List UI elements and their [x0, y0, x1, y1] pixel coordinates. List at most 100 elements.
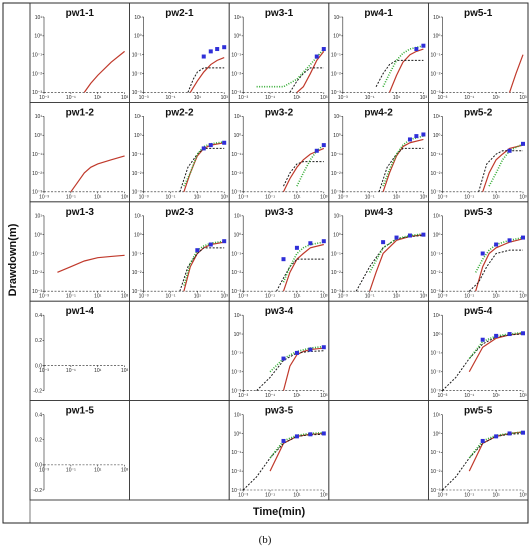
y-tick-label: 10⁻¹ — [32, 53, 42, 59]
y-tick-label: 10¹ — [35, 214, 43, 220]
x-tick-label: 10¹ — [293, 95, 301, 101]
y-tick-label: 0.2 — [35, 438, 42, 444]
y-tick-label: 10⁰ — [333, 133, 341, 139]
measured-point — [494, 434, 499, 439]
x-tick-label: 10³ — [420, 95, 428, 101]
panel-title: pw3-1 — [265, 8, 294, 19]
x-tick-label: 10¹ — [393, 194, 401, 200]
panel-title: pw1-4 — [66, 306, 95, 317]
y-tick-label: 10⁻² — [32, 270, 42, 276]
y-tick-label: 10⁻¹ — [231, 351, 241, 357]
panel-title: pw1-3 — [66, 207, 95, 218]
series-line-line — [509, 54, 524, 93]
panel-title: pw2-2 — [165, 107, 194, 118]
x-tick-label: 10¹ — [94, 467, 102, 473]
series-dashed-line — [179, 247, 225, 292]
y-tick-label: 10⁰ — [234, 232, 242, 238]
y-tick-label: 10⁻¹ — [331, 152, 341, 158]
measured-point — [421, 43, 426, 48]
y-tick-label: 0.0 — [35, 463, 42, 469]
y-tick-label: 10⁻³ — [231, 388, 241, 394]
measured-point — [222, 140, 227, 145]
x-tick-label: 10¹ — [493, 393, 501, 399]
series-line-line — [369, 234, 424, 292]
x-tick-label: 10⁻³ — [437, 194, 447, 200]
measured-point — [321, 345, 326, 350]
x-tick-label: 10⁻¹ — [265, 194, 275, 200]
y-tick-label: 10⁻³ — [32, 190, 42, 196]
series-dotted-line — [382, 44, 424, 88]
panel-cell-border — [328, 400, 429, 501]
y-tick-label: 10⁻² — [231, 370, 241, 376]
x-tick-label: 10⁻¹ — [464, 194, 474, 200]
measured-point — [281, 356, 286, 361]
x-tick-label: 10⁻¹ — [66, 95, 76, 101]
panel-pw5-2: 10¹ 10⁰ 10⁻¹ 10⁻² 10⁻³10⁻³ 10⁻¹ 10¹ 10³ pw5-2 — [431, 107, 527, 200]
x-tick-label: 10¹ — [293, 393, 301, 399]
panel-pw5-5: 10¹ 10⁰ 10⁻¹ 10⁻² 10⁻³10⁻³ 10⁻¹ 10¹ 10³ pw5-5 — [431, 406, 527, 499]
x-tick-label: 10¹ — [393, 294, 401, 300]
measured-point — [494, 242, 499, 247]
y-tick-label: 10⁻² — [32, 71, 42, 77]
y-tick-label: 10⁰ — [134, 232, 142, 238]
series-line-line — [183, 142, 225, 192]
figure-caption: (b) — [259, 534, 272, 546]
measured-point — [222, 239, 227, 244]
panel-cell-border — [129, 400, 230, 501]
measured-point — [421, 232, 426, 237]
series-line-line — [388, 48, 424, 93]
y-tick-label: 10¹ — [134, 114, 142, 120]
y-tick-label: 10⁰ — [234, 34, 242, 40]
measured-point — [507, 431, 512, 436]
panel-pw3-3: 10¹ 10⁰ 10⁻¹ 10⁻² 10⁻³10⁻³ 10⁻¹ 10¹ 10³ pw3-3 — [231, 207, 327, 300]
measured-point — [208, 143, 213, 148]
series-dashed-line — [468, 249, 523, 292]
measured-point — [294, 350, 299, 355]
measured-point — [308, 241, 313, 246]
series-dashed-line — [442, 432, 524, 491]
y-tick-label: 10⁻³ — [431, 90, 441, 96]
series-line-line — [282, 147, 325, 193]
series-dashed-line — [289, 67, 324, 93]
panel-pw2-3: 10¹ 10⁰ 10⁻¹ 10⁻² 10⁻³10⁻³ 10⁻¹ 10¹ 10³ pw2-3 — [132, 207, 228, 300]
y-tick-label: 10⁻² — [132, 270, 142, 276]
panel-title: pw5-5 — [464, 406, 493, 417]
x-tick-label: 10⁻¹ — [265, 393, 275, 399]
y-tick-label: 10¹ — [234, 313, 242, 319]
measured-point — [494, 333, 499, 338]
series-line-line — [482, 144, 524, 192]
series-dashed-line — [256, 350, 324, 391]
x-tick-label: 10⁻¹ — [464, 95, 474, 101]
panel-pw1-2: 10¹ 10⁰ 10⁻¹ 10⁻² 10⁻³10⁻³ 10⁻¹ 10¹ 10³ pw1-2 — [32, 107, 128, 200]
panel-pw1-3: 10¹ 10⁰ 10⁻¹ 10⁻² 10⁻³10⁻³ 10⁻¹ 10¹ 10³ pw1-3 — [32, 207, 128, 300]
x-tick-label: 10¹ — [393, 95, 401, 101]
series-dashed-line — [242, 433, 324, 491]
x-tick-label: 10¹ — [94, 194, 102, 200]
y-tick-label: 10¹ — [334, 15, 342, 21]
y-tick-label: 10⁻³ — [32, 90, 42, 96]
x-tick-label: 10⁻³ — [437, 95, 447, 101]
panel-title: pw4-1 — [364, 8, 393, 19]
panel-pw3-5: 10¹ 10⁰ 10⁻¹ 10⁻² 10⁻³10⁻³ 10⁻¹ 10¹ 10³ pw3-5 — [231, 406, 327, 499]
measured-point — [521, 331, 525, 336]
x-tick-label: 10⁻³ — [238, 493, 248, 499]
y-tick-label: 10⁰ — [234, 431, 242, 437]
x-tick-label: 10³ — [121, 368, 129, 374]
y-tick-label: 10⁻² — [431, 469, 441, 475]
y-tick-label: 10⁻³ — [431, 388, 441, 394]
panel-pw5-1: 10¹ 10⁰ 10⁻¹ 10⁻² 10⁻³10⁻³ 10⁻¹ 10¹ 10³ pw5-1 — [431, 8, 527, 101]
measured-point — [195, 248, 200, 253]
series-dashed-line — [187, 67, 225, 93]
measured-point — [480, 337, 485, 342]
panel-pw1-1: 10¹ 10⁰ 10⁻¹ 10⁻² 10⁻³10⁻³ 10⁻¹ 10¹ 10³ pw1-1 — [32, 8, 128, 101]
measured-point — [480, 438, 485, 443]
measured-point — [281, 438, 286, 443]
y-tick-label: 10¹ — [433, 15, 441, 21]
series-line-line — [296, 51, 325, 93]
y-tick-label: 10¹ — [134, 214, 142, 220]
x-tick-label: 10³ — [420, 194, 428, 200]
x-tick-label: 10³ — [519, 194, 527, 200]
panel-cell-border — [427, 400, 529, 501]
panel-pw4-3: 10¹ 10⁰ 10⁻¹ 10⁻² 10⁻³10⁻³ 10⁻¹ 10¹ 10³ pw4-3 — [331, 207, 427, 300]
y-tick-label: 10¹ — [433, 114, 441, 120]
